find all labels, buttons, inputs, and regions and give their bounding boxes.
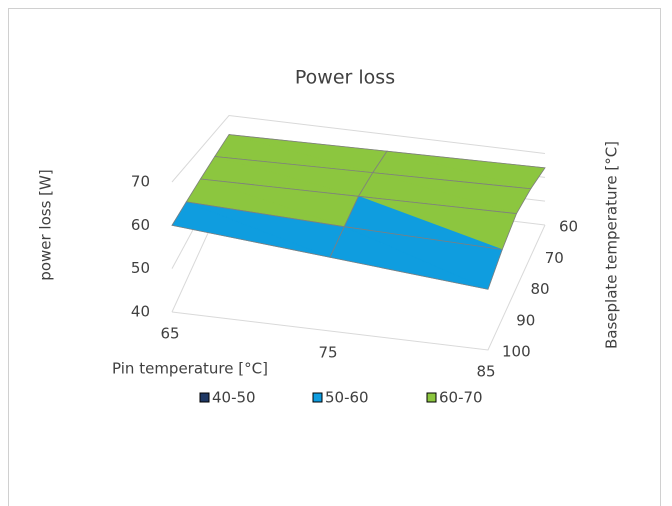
y-tick-label: 60 [559,218,578,236]
z-axis-title: power loss [W] [37,169,55,280]
y-tick-label: 90 [516,311,535,329]
legend-swatch [312,392,323,403]
chart-title: Power loss [295,67,395,89]
legend-swatch [199,392,210,403]
z-tick-label: 50 [131,259,150,277]
z-tick-label: 60 [131,216,150,234]
x-tick-label: 85 [476,363,495,381]
legend-label: 40-50 [212,389,256,407]
z-tick-label: 70 [131,173,150,191]
x-tick-label: 75 [318,344,337,362]
surface-edge [329,226,503,290]
x-tick-label: 65 [160,325,179,343]
legend-swatch [426,392,437,403]
legend-label: 60-70 [439,389,483,407]
y-tick-label: 80 [531,280,550,298]
grid-line [171,114,546,183]
z-tick-label: 40 [131,303,150,321]
y-tick-label: 100 [502,343,531,361]
legend-label: 50-60 [325,389,369,407]
y-tick-label: 70 [545,249,564,267]
x-axis-title: Pin temperature [°C] [112,360,268,378]
floor-edge [171,224,546,351]
y-axis-title: Baseplate temperature [°C] [603,141,621,349]
